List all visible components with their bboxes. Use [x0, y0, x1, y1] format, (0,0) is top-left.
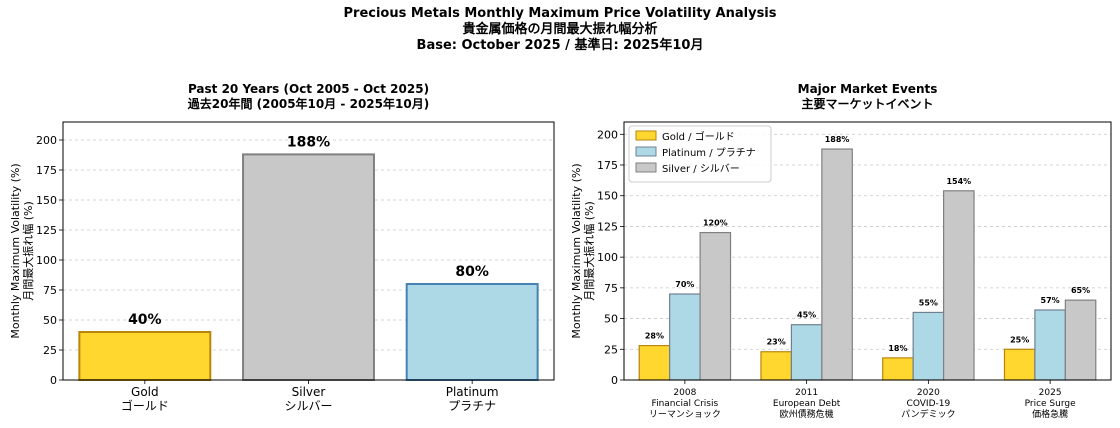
right-bar-value-label: 188% [825, 135, 850, 144]
right-bar-value-label: 25% [1010, 335, 1029, 344]
left-chart-subtitle: 過去20年間 (2005年10月 - 2025年10月) [187, 96, 429, 111]
right-bar-value-label: 154% [946, 177, 971, 186]
left-chart-y-tick-label: 50 [43, 314, 57, 327]
right-chart-y-axis-label: Monthly Maximum Volatility (%) 月間最大振れ幅 (%… [570, 163, 596, 338]
left-bar-value-label: 188% [287, 134, 330, 150]
right-bar-2-0 [882, 357, 914, 381]
right-chart-y-tick-label: 175 [597, 159, 618, 172]
left-bar-0 [78, 331, 212, 381]
left-bar-1 [242, 153, 375, 381]
right-chart-x-tick-label: Price Surge [1025, 399, 1076, 409]
right-bar-2-1 [912, 311, 945, 381]
left-chart-y-axis-label-line: Monthly Maximum Volatility (%) [9, 163, 22, 338]
left-chart-x-tick-label: シルバー [284, 399, 332, 413]
right-bar-value-label: 120% [703, 219, 728, 228]
right-bar-value-label: 28% [645, 332, 664, 341]
right-bar-0-0 [638, 345, 671, 381]
right-bar-0-2 [699, 231, 732, 381]
right-chart-x-tick-label: European Debt [773, 399, 841, 409]
left-chart-x-tick-label: Platinum [446, 385, 499, 399]
left-chart-y-tick-label: 25 [43, 344, 57, 357]
left-chart-y-axis-label-line: 月間最大振れ幅 (%) [21, 201, 35, 301]
legend-label: Silver / シルバー [662, 163, 740, 175]
left-chart-x-tick-label: Silver [292, 385, 326, 399]
right-bar-3-2 [1064, 299, 1097, 381]
right-bar-1-0 [760, 351, 793, 381]
right-chart-x-tick-label: 価格急騰 [1032, 408, 1068, 420]
right-chart-y-axis-label-line: 月間最大振れ幅 (%) [582, 201, 596, 301]
left-chart-y-tick-label: 100 [36, 254, 57, 267]
right-bar-3-1 [1034, 309, 1066, 381]
right-chart-x-tick-label: COVID-19 [907, 399, 951, 409]
right-chart-x-tick-label: リーマンショック [649, 409, 721, 420]
right-bar-value-label: 18% [888, 344, 907, 353]
left-bar-value-label: 80% [455, 264, 489, 280]
right-chart-x-tick-label: 欧州債務危機 [780, 408, 834, 420]
legend-label: Platinum / プラチナ [662, 147, 756, 159]
left-chart-x-tick-label: プラチナ [448, 399, 496, 413]
left-chart-y-tick-label: 0 [50, 374, 57, 387]
right-chart-y-tick-label: 50 [604, 313, 618, 326]
legend-swatch [635, 130, 657, 141]
left-chart-y-tick-label: 125 [36, 224, 57, 237]
right-chart-x-tick-label: 2020 [917, 388, 940, 398]
left-bar-2 [405, 283, 539, 381]
legend-swatch [635, 146, 657, 157]
right-bar-1-2 [821, 148, 853, 381]
left-chart-x-tick-label: ゴールド [121, 398, 169, 413]
right-chart-y-tick-label: 75 [604, 282, 618, 295]
right-chart-x-tick-label: 2025 [1039, 388, 1062, 398]
right-chart-x-tick-label: Financial Crisis [652, 399, 719, 409]
figure-title: Precious Metals Monthly Maximum Price Vo… [343, 6, 777, 21]
right-bar-value-label: 65% [1071, 286, 1090, 295]
left-chart-y-tick-label: 75 [43, 284, 57, 297]
left-chart-title: Past 20 Years (Oct 2005 - Oct 2025) [188, 82, 429, 96]
legend-box [628, 125, 772, 183]
figure-title-japanese: 貴金属価格の月間最大振れ幅分析 [462, 22, 658, 37]
right-chart-y-axis-label-line: Monthly Maximum Volatility (%) [570, 163, 583, 338]
right-bar-value-label: 55% [919, 298, 938, 307]
right-bar-value-label: 23% [767, 338, 786, 347]
right-chart-x-tick-label: 2008 [673, 388, 696, 398]
figure-base-date: Base: October 2025 / 基準日: 2025年10月 [416, 38, 704, 53]
right-chart-title: Major Market Events [798, 82, 938, 96]
right-chart-y-tick-label: 200 [597, 128, 618, 141]
right-bar-1-1 [790, 324, 823, 381]
right-chart-frame [623, 121, 1112, 381]
left-chart-y-axis-label: Monthly Maximum Volatility (%) 月間最大振れ幅 (%… [9, 163, 35, 338]
right-bar-0-1 [669, 293, 701, 381]
right-chart-x-tick-label: 2011 [795, 388, 818, 398]
right-chart-legend: Gold / ゴールド Platinum / プラチナ Silver / シルバー [628, 125, 772, 183]
right-chart-y-tick-label: 25 [604, 343, 618, 356]
legend-swatch [635, 162, 657, 173]
left-bar-value-label: 40% [128, 312, 162, 328]
right-chart-y-tick-label: 150 [597, 190, 618, 203]
left-chart-x-tick-label: Gold [131, 385, 159, 399]
right-bar-value-label: 57% [1041, 296, 1060, 305]
right-chart-y-tick-label: 125 [597, 220, 618, 233]
legend-label: Gold / ゴールド [662, 130, 735, 143]
right-chart-subtitle: 主要マーケットイベント [801, 96, 933, 111]
right-chart-y-tick-label: 0 [611, 374, 618, 387]
right-bar-value-label: 70% [675, 280, 694, 289]
right-chart-x-tick-label: パンデミック [901, 408, 955, 420]
left-chart-y-tick-label: 200 [36, 134, 57, 147]
right-bar-3-0 [1003, 348, 1036, 381]
left-chart-frame [62, 121, 555, 381]
right-bar-2-2 [942, 190, 975, 381]
right-chart-y-tick-label: 100 [597, 251, 618, 264]
left-chart-y-tick-label: 150 [36, 194, 57, 207]
right-bar-value-label: 45% [797, 311, 816, 320]
left-chart-y-tick-label: 175 [36, 164, 57, 177]
